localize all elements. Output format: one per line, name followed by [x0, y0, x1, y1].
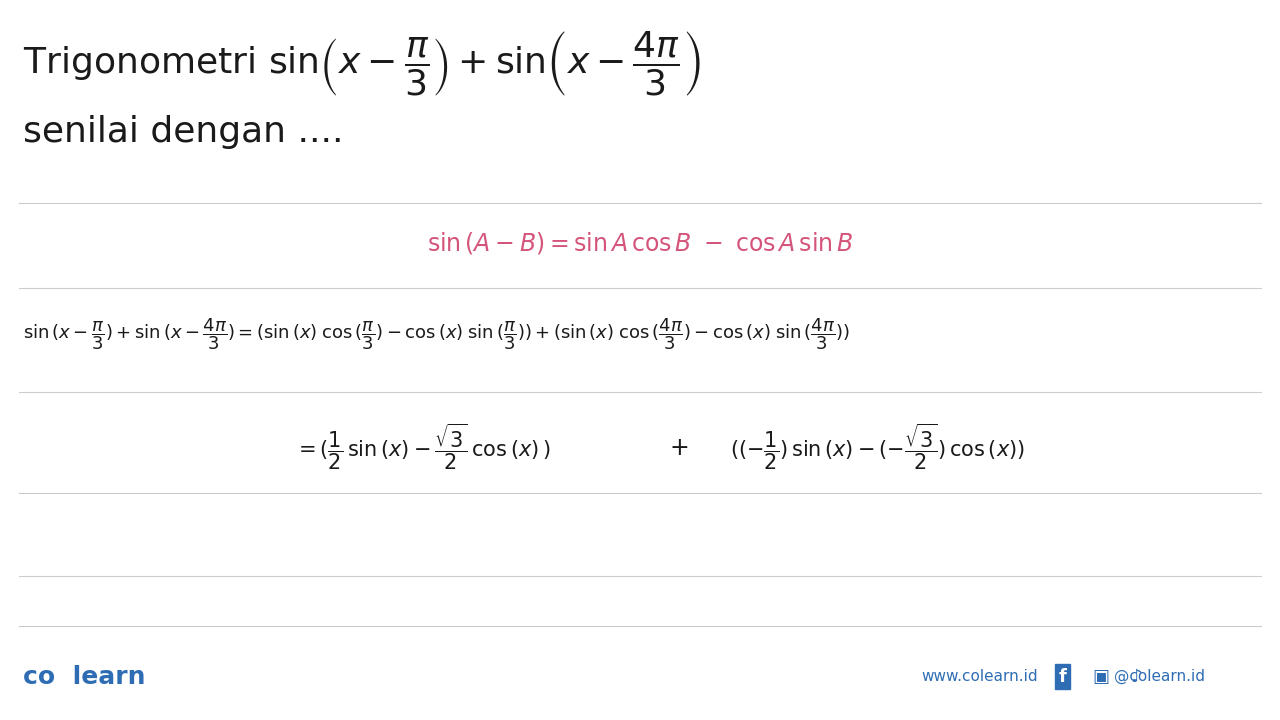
Text: Trigonometri $\mathregular{sin}\left(x - \dfrac{\pi}{3}\right) + \mathregular{si: Trigonometri $\mathregular{sin}\left(x -…	[23, 29, 700, 98]
Text: www.colearn.id: www.colearn.id	[922, 670, 1038, 684]
Text: f: f	[1059, 668, 1066, 685]
Text: senilai dengan ....: senilai dengan ....	[23, 115, 343, 149]
Text: $((-\dfrac{1}{2})\,\mathregular{sin}\,(x) - (-\dfrac{\sqrt{3}}{2})\,\mathregular: $((-\dfrac{1}{2})\,\mathregular{sin}\,(x…	[730, 421, 1024, 472]
Text: $= (\dfrac{1}{2}\,\mathregular{sin}\,(x) - \dfrac{\sqrt{3}}{2}\,\mathregular{cos: $= (\dfrac{1}{2}\,\mathregular{sin}\,(x)…	[294, 421, 550, 472]
Text: ▣: ▣	[1092, 668, 1110, 685]
Text: co  learn: co learn	[23, 665, 146, 689]
Text: @colearn.id: @colearn.id	[1114, 669, 1204, 685]
Text: ♪: ♪	[1132, 668, 1142, 685]
Text: $\mathregular{sin}\,(x - \dfrac{\pi}{3}) + \mathregular{sin}\,(x - \dfrac{4\pi}{: $\mathregular{sin}\,(x - \dfrac{\pi}{3})…	[23, 317, 850, 353]
Text: $\mathregular{sin}\,(A - B) = \mathregular{sin}\,A\,\mathregular{cos}\,B\ -\ \ma: $\mathregular{sin}\,(A - B) = \mathregul…	[426, 230, 854, 256]
Text: $+$: $+$	[668, 436, 689, 459]
